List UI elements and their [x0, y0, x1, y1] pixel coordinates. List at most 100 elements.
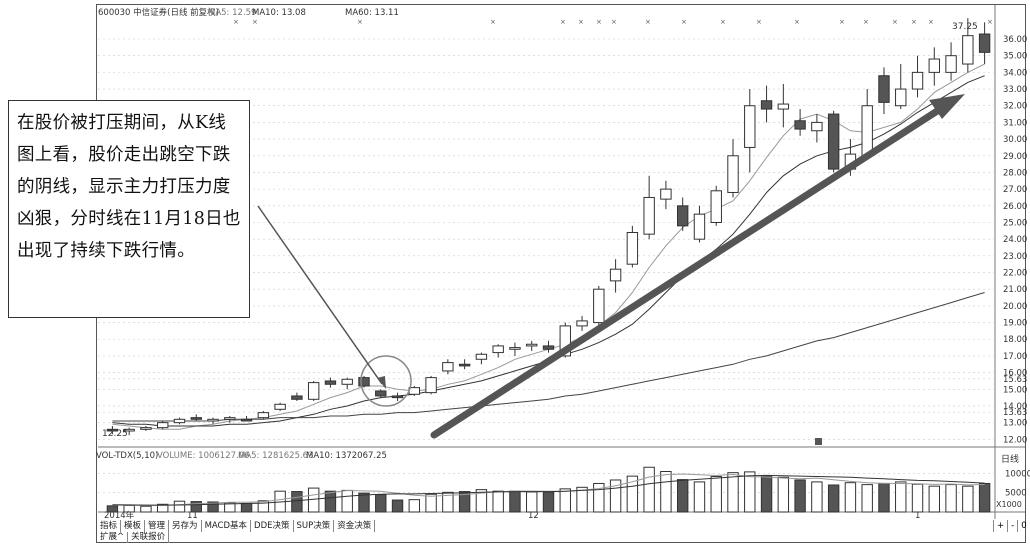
candle — [744, 89, 756, 173]
y-tick-label: 33.00 — [1003, 85, 1027, 95]
volume-bar — [844, 482, 857, 513]
candle — [173, 417, 186, 425]
y-tick-label: 20.00 — [1003, 302, 1027, 312]
candle — [693, 205, 706, 243]
y-tick-label: 32.00 — [1003, 102, 1027, 112]
volume-bar — [458, 491, 471, 513]
tool-template[interactable]: 模板 — [121, 520, 146, 532]
candle — [274, 402, 286, 411]
candle — [978, 22, 991, 65]
signal-marker: × — [252, 18, 258, 26]
candle-body — [425, 377, 437, 394]
candle — [458, 359, 471, 370]
tool-dde[interactable]: DDE决策 — [251, 520, 294, 532]
candle — [760, 85, 773, 123]
candle — [861, 89, 873, 160]
signal-marker: × — [233, 18, 239, 26]
tool-indicator[interactable]: 指标 — [97, 520, 122, 532]
callout-pointer-head — [377, 376, 386, 389]
volume-bar — [324, 490, 337, 513]
tool-manage[interactable]: 管理 — [145, 520, 170, 532]
volume-bar — [291, 491, 303, 513]
reset-button[interactable]: 0 — [1017, 520, 1029, 532]
y-tick-label: 21.00 — [1003, 285, 1027, 295]
ma5-label: MA5: 12.59 — [208, 8, 256, 18]
signal-marker: × — [794, 18, 800, 26]
candle-body — [123, 428, 135, 432]
candle-body — [626, 231, 639, 265]
tool-related-quote[interactable]: 关联报价 — [128, 532, 170, 543]
candle-body — [895, 88, 907, 107]
candle-body — [509, 347, 521, 350]
candle-body — [710, 190, 722, 223]
x-label-3: 1 — [915, 511, 920, 521]
y-tick-label: 25.00 — [1003, 218, 1027, 228]
candle — [324, 377, 337, 388]
candle — [727, 139, 739, 198]
candle-body — [760, 100, 773, 110]
signal-marker: × — [681, 18, 687, 26]
candle — [962, 18, 974, 73]
candle — [794, 109, 806, 136]
signal-marker: × — [645, 18, 651, 26]
x-label-1: 11 — [187, 511, 198, 521]
vol-tick-label: 5000 — [1005, 489, 1027, 499]
volume-bar — [609, 479, 622, 513]
signal-marker: × — [987, 18, 993, 26]
candle — [945, 42, 957, 81]
callout-pointer — [257, 205, 383, 385]
annotation-box: 在股价被打压期间，从K线图上看，股价走出跳空下跌的阴线，显示主力打压力度凶狠，分… — [8, 100, 250, 318]
candle — [609, 259, 622, 293]
volume-bar — [945, 484, 957, 513]
candle-body — [928, 58, 940, 73]
candle-body — [978, 33, 991, 53]
zoom-in-button[interactable]: + — [993, 520, 1007, 532]
candle-body — [643, 196, 655, 235]
candle-body — [911, 71, 924, 90]
candle-body — [375, 390, 387, 397]
volume-bar — [240, 503, 253, 513]
candle — [542, 340, 555, 353]
marker-icon — [815, 438, 822, 445]
stock-title: 600030 中信证券(日线 前复权) — [98, 7, 219, 18]
volume-bar — [660, 471, 672, 513]
y-tick-label: 19.00 — [1003, 319, 1027, 329]
tool-save-as[interactable]: 另存为 — [169, 520, 202, 532]
candle — [207, 417, 219, 425]
candle-body — [492, 345, 504, 354]
bottom-toolbar-2: 扩展^ 关联报价 — [97, 532, 170, 543]
volume-bar — [727, 472, 739, 513]
volume-bar — [492, 490, 504, 513]
volume-bar — [559, 488, 571, 513]
tool-fund[interactable]: 资金决策 — [334, 520, 376, 532]
volume-bar — [173, 500, 186, 513]
volume-bar — [895, 481, 907, 513]
tool-sup[interactable]: SUP决策 — [294, 520, 335, 532]
candle — [928, 47, 940, 86]
volume-bar — [408, 499, 421, 513]
candle-body — [794, 120, 806, 130]
volume-bar — [693, 481, 706, 513]
volume-bar — [157, 503, 169, 513]
candle-body — [291, 395, 303, 400]
candle-body — [442, 362, 454, 372]
volume-bar — [257, 500, 270, 513]
signal-marker: × — [596, 18, 602, 26]
candle-body — [324, 380, 337, 385]
y-tick-label: 13.63 — [1003, 408, 1027, 418]
candle — [895, 64, 907, 110]
zoom-out-button[interactable]: - — [1007, 520, 1017, 532]
y-tick-label: 30.00 — [1003, 135, 1027, 145]
tool-expand[interactable]: 扩展^ — [97, 532, 129, 543]
candle — [375, 389, 387, 398]
volume-bar — [358, 492, 370, 513]
tool-macd[interactable]: MACD基本 — [202, 520, 252, 532]
candle-body — [727, 155, 739, 193]
volume-bar — [593, 482, 605, 513]
zoom-controls: + - 0 — [993, 520, 1030, 532]
signal-marker: × — [578, 18, 584, 26]
candle — [660, 180, 672, 210]
volume-bar — [643, 466, 655, 513]
